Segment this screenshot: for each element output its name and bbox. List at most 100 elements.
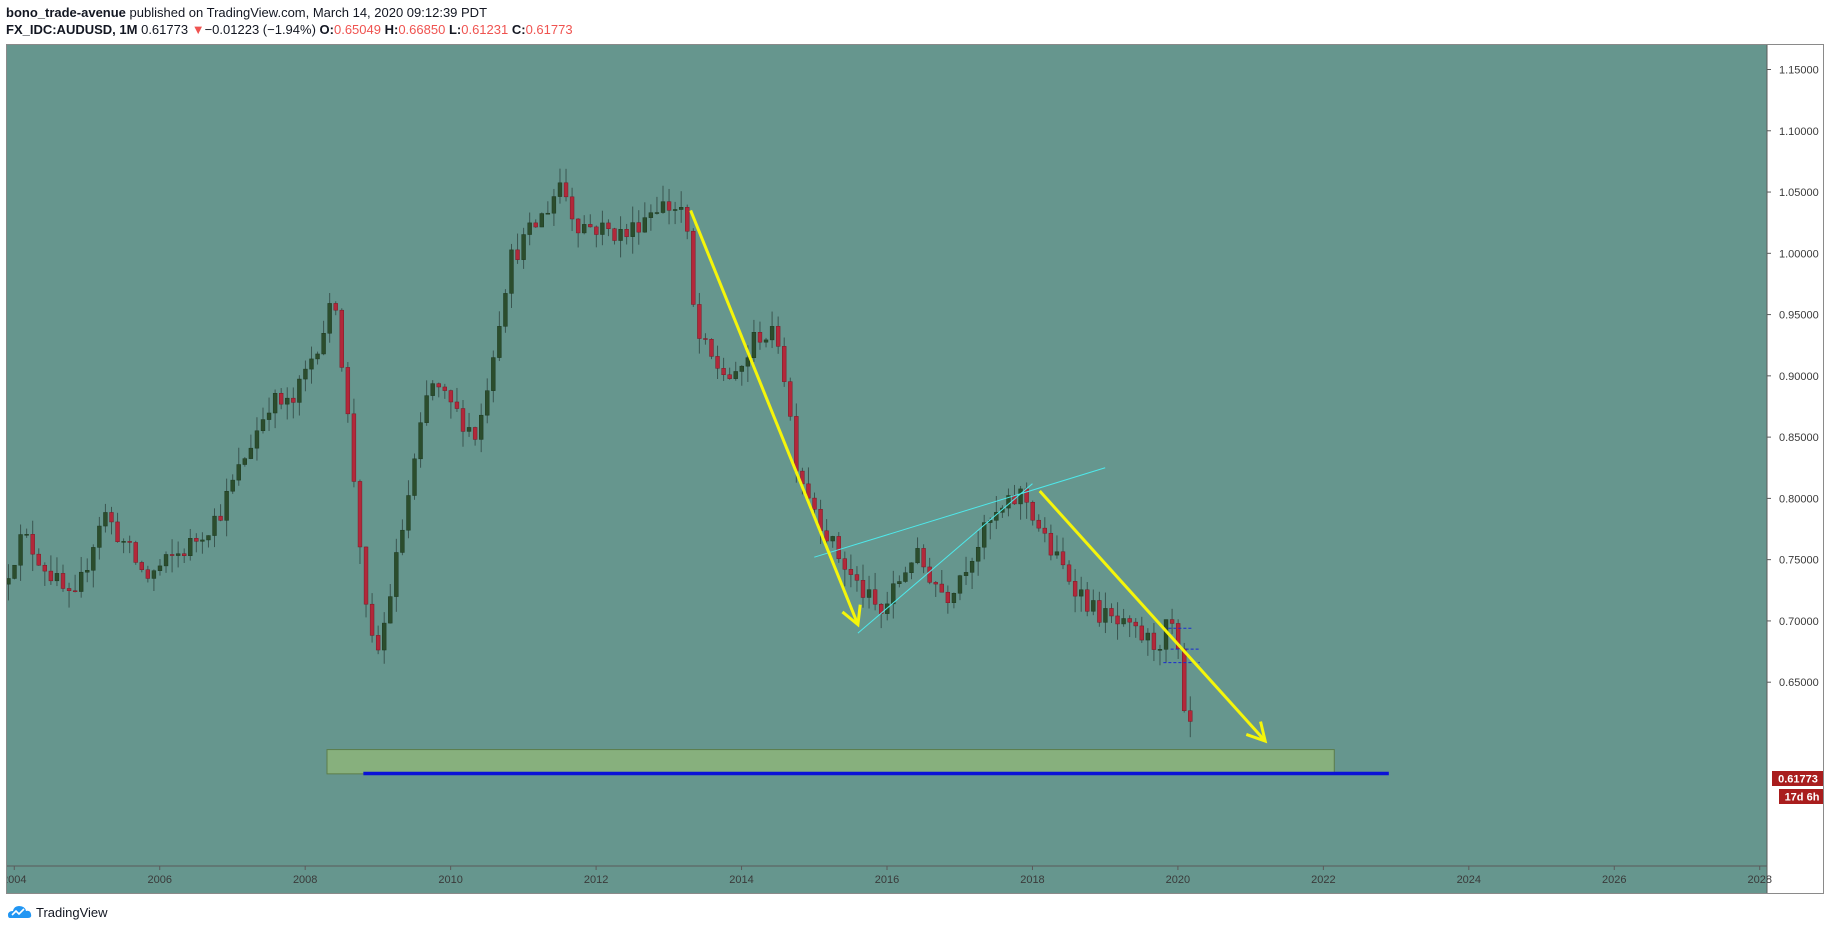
y-tick-label: 0.85000 — [1779, 432, 1819, 444]
candle-body — [72, 590, 78, 592]
chart-area[interactable]: 2004 2006 2008 2010 2012 2014 2016 2018 2020 2022… — [6, 44, 1824, 894]
author-name[interactable]: bono_trade-avenue — [6, 5, 126, 20]
down-arrow-icon: ▼ — [191, 22, 205, 37]
candle-body — [345, 367, 351, 415]
y-tick-label: 0.95000 — [1779, 310, 1819, 322]
candle-body — [1109, 608, 1114, 617]
candle-body — [157, 565, 163, 571]
candle-body — [1085, 589, 1090, 612]
candle-body — [594, 226, 599, 235]
candle-body — [727, 374, 732, 379]
candle-body — [466, 427, 472, 432]
drawings-layer — [326, 209, 1389, 776]
candle-body — [836, 536, 841, 559]
candle-body — [769, 326, 775, 341]
footer-brand[interactable]: TradingView — [36, 904, 108, 920]
candle-body — [254, 430, 260, 449]
candle-body — [460, 408, 466, 432]
candle-body — [788, 381, 793, 417]
candle-body — [1006, 495, 1011, 509]
x-tick-label: 2012 — [584, 874, 608, 886]
open-value: 0.65049 — [333, 22, 381, 37]
candle-body — [824, 530, 829, 542]
candle-body — [569, 196, 575, 220]
candle-body — [872, 589, 878, 605]
candle-body — [624, 229, 629, 237]
y-tick-label: 0.75000 — [1779, 555, 1819, 567]
candle-body — [85, 570, 90, 573]
candle-body — [612, 228, 617, 241]
x-axis[interactable]: 2004 2006 2008 2010 2012 2014 2016 2018 2020 2022… — [7, 866, 1772, 886]
candle-body — [333, 303, 338, 311]
candle-body — [472, 427, 478, 440]
candle-body — [1060, 551, 1066, 566]
candle-body — [436, 383, 441, 388]
tradingview-cloud-icon[interactable] — [6, 904, 32, 920]
candle-body — [36, 553, 41, 566]
candle-body — [721, 368, 726, 375]
candle-body — [279, 393, 284, 405]
candle-body — [272, 393, 278, 414]
candle-body — [442, 386, 447, 391]
candle-body — [454, 401, 460, 409]
y-tick-label: 1.00000 — [1779, 248, 1819, 260]
high-label: H: — [384, 22, 399, 37]
candle-body — [169, 554, 175, 556]
candle-body — [182, 553, 187, 556]
price-chart[interactable]: 2004 2006 2008 2010 2012 2014 2016 2018 2020 2022… — [7, 45, 1823, 893]
trend-arrow — [689, 209, 860, 626]
x-tick-label: 2022 — [1311, 874, 1335, 886]
candle-body — [660, 201, 666, 213]
candle-body — [891, 583, 896, 605]
candle-body — [933, 582, 938, 585]
candle-body — [127, 541, 132, 543]
candle-body — [848, 569, 854, 575]
candle-body — [103, 512, 108, 527]
candle-body — [1103, 608, 1108, 623]
candle-body — [497, 326, 502, 358]
last-price-tag-bg — [1772, 771, 1823, 786]
candle-body — [48, 570, 54, 582]
candle-body — [885, 603, 890, 614]
candle-body — [618, 229, 623, 241]
candle-body — [1188, 710, 1193, 722]
candle-body — [939, 583, 944, 593]
candle-body — [691, 230, 696, 305]
candle-body — [12, 564, 17, 579]
publish-date: published on TradingView.com, March 14, … — [125, 5, 488, 20]
candle-body — [515, 249, 520, 260]
candle-body — [97, 525, 102, 548]
y-axis[interactable]: 1.15000 1.10000 1.05000 1.00000 0.95000 0.900… — [1767, 65, 1819, 690]
candle-body — [685, 207, 690, 232]
high-value: 0.66850 — [398, 22, 446, 37]
candle-body — [1145, 632, 1151, 641]
candle-body — [1097, 600, 1102, 623]
channel-line — [857, 483, 1033, 634]
candle-body — [424, 395, 429, 423]
candle-body — [763, 339, 769, 343]
low-value: 0.61231 — [461, 22, 509, 37]
candle-body — [194, 538, 199, 542]
candle-body — [54, 573, 60, 582]
candle-body — [394, 552, 399, 597]
candle-body — [921, 548, 926, 568]
candle-body — [527, 222, 532, 235]
close-value: 0.61773 — [525, 22, 573, 37]
candle-body — [1121, 618, 1126, 625]
y-tick-label: 0.70000 — [1779, 616, 1819, 628]
candle-body — [18, 534, 23, 566]
candle-body — [533, 222, 538, 228]
candle-body — [351, 413, 357, 482]
candle-body — [321, 333, 326, 355]
candle-body — [751, 332, 757, 358]
candle-body — [242, 458, 247, 465]
candle-body — [66, 588, 72, 591]
candle-body — [1115, 615, 1120, 625]
candle-body — [1151, 632, 1157, 650]
candle-body — [375, 635, 381, 651]
candle-body — [648, 212, 654, 218]
candle-body — [133, 542, 138, 563]
candle-body — [339, 309, 344, 368]
candle-body — [109, 512, 114, 523]
candle-body — [91, 547, 96, 571]
